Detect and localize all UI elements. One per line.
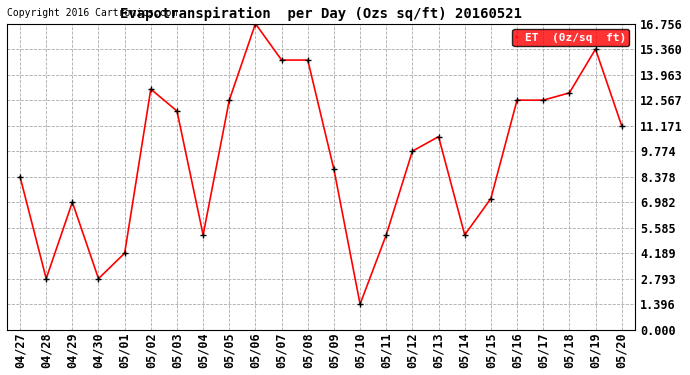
Legend: ET  (0z/sq  ft): ET (0z/sq ft) bbox=[513, 29, 629, 46]
Title: Evapotranspiration  per Day (Ozs sq/ft) 20160521: Evapotranspiration per Day (Ozs sq/ft) 2… bbox=[120, 7, 522, 21]
Text: Copyright 2016 Cartronics.com: Copyright 2016 Cartronics.com bbox=[7, 8, 177, 18]
